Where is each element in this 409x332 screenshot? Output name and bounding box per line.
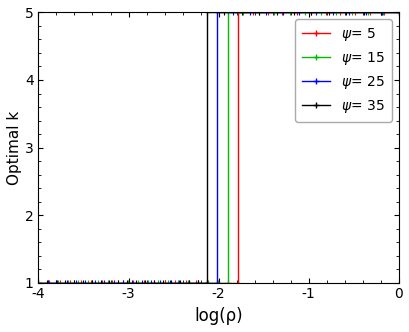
X-axis label: log(ρ): log(ρ) [194, 307, 242, 325]
Legend: $\psi$= 5, $\psi$= 15, $\psi$= 25, $\psi$= 35: $\psi$= 5, $\psi$= 15, $\psi$= 25, $\psi… [294, 19, 391, 122]
Y-axis label: Optimal k: Optimal k [7, 111, 22, 185]
